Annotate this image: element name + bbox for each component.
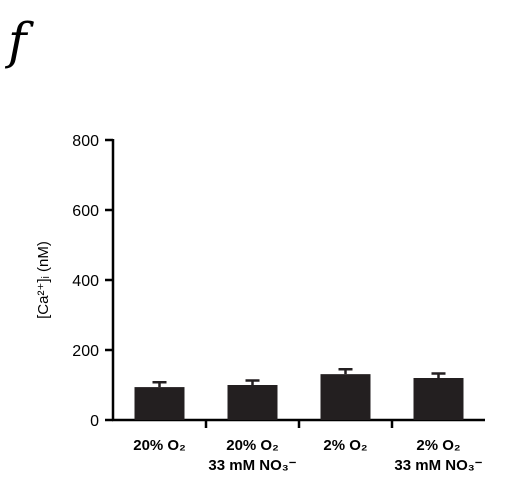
y-tick-label: 600 <box>72 203 99 220</box>
y-axis-label: [Ca²⁺]ᵢ (nM) <box>35 241 52 319</box>
bar <box>227 385 278 420</box>
panel-label: f <box>4 12 34 70</box>
y-tick-label: 0 <box>90 413 99 430</box>
error-bar <box>245 379 260 385</box>
error-bar <box>431 372 446 378</box>
x-tick-label: 2% O₂ <box>323 437 367 454</box>
y-tick-label: 400 <box>72 273 99 290</box>
bar <box>413 378 464 420</box>
y-tick-label: 200 <box>72 343 99 360</box>
error-bar <box>338 368 353 375</box>
error-bar <box>152 380 167 388</box>
bar <box>134 387 185 420</box>
x-tick-label: 2% O₂ 33 mM NO₃⁻ <box>394 437 482 474</box>
x-tick-label: 20% O₂ 33 mM NO₃⁻ <box>208 437 296 474</box>
x-tick-label: 20% O₂ <box>133 437 186 454</box>
bar <box>320 374 371 420</box>
y-tick-label: 800 <box>72 133 99 150</box>
